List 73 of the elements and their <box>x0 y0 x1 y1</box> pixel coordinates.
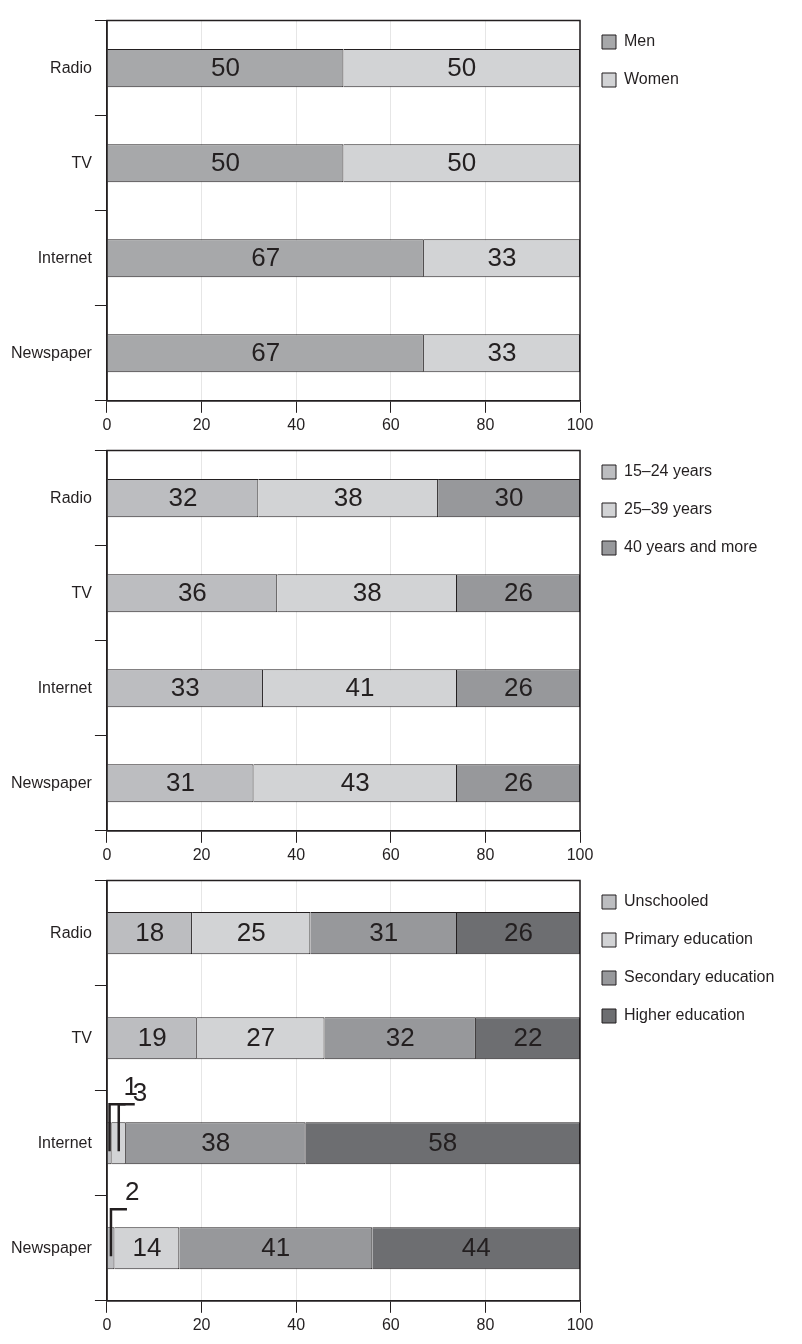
data-label: 25 <box>236 917 266 948</box>
x-tick-label: 20 <box>192 845 211 863</box>
x-tick-label: 80 <box>476 845 495 863</box>
data-label: 33 <box>487 242 517 273</box>
x-tick-label: 100 <box>566 845 594 863</box>
x-tick-label: 80 <box>476 1315 495 1333</box>
data-label: 31 <box>166 767 195 798</box>
x-tick-label: 0 <box>102 415 112 433</box>
data-label: 26 <box>504 767 533 798</box>
data-label: 38 <box>201 1127 231 1158</box>
data-label: 32 <box>385 1022 415 1053</box>
legend-label: Unschooled <box>624 892 709 910</box>
legend-label: Women <box>624 70 679 88</box>
x-tick-label: 60 <box>381 1315 400 1333</box>
legend-label: 25–39 years <box>624 500 713 518</box>
data-label: 67 <box>251 242 281 273</box>
y-tick-label: Internet <box>37 248 93 266</box>
data-label: 26 <box>504 672 533 703</box>
x-tick-label: 20 <box>192 1315 211 1333</box>
legend-label: Secondary education <box>624 968 775 986</box>
y-tick-label: Radio <box>50 923 93 941</box>
legend-label: Men <box>624 32 656 50</box>
data-label: 43 <box>340 767 370 798</box>
data-label: 26 <box>504 917 533 948</box>
y-tick-label: Radio <box>50 58 93 76</box>
x-tick-label: 40 <box>287 1315 306 1333</box>
data-label: 50 <box>447 147 477 178</box>
data-label: 14 <box>132 1232 162 1263</box>
y-tick-label: Internet <box>37 678 93 696</box>
data-label: 44 <box>461 1232 491 1263</box>
legend-label: Primary education <box>624 930 753 948</box>
data-label: 67 <box>251 337 281 368</box>
data-label: 33 <box>487 337 517 368</box>
x-tick-label: 40 <box>287 415 306 433</box>
x-tick-label: 60 <box>381 415 400 433</box>
x-tick-label: 60 <box>381 845 400 863</box>
data-label: 50 <box>210 147 240 178</box>
data-label: 27 <box>246 1022 276 1053</box>
data-label: 19 <box>137 1022 167 1053</box>
data-label: 41 <box>261 1232 291 1263</box>
y-tick-label: Newspaper <box>10 1238 93 1256</box>
legend-label: 40 years and more <box>624 538 758 556</box>
x-tick-label: 100 <box>566 415 594 433</box>
data-label: 31 <box>369 917 399 948</box>
data-label: 50 <box>210 52 240 83</box>
y-tick-label: Internet <box>37 1133 93 1151</box>
data-label: 33 <box>170 672 200 703</box>
data-label: 50 <box>447 52 477 83</box>
x-tick-label: 0 <box>102 845 112 863</box>
y-tick-label: TV <box>71 153 93 171</box>
x-tick-label: 40 <box>287 845 306 863</box>
data-label: 41 <box>345 672 375 703</box>
data-label: 38 <box>352 577 382 608</box>
y-tick-label: Radio <box>50 488 93 506</box>
data-label: 58 <box>428 1127 458 1158</box>
data-label: 38 <box>333 482 363 513</box>
data-label: 32 <box>168 482 198 513</box>
legend-label: 15–24 years <box>624 462 713 480</box>
data-label: 22 <box>513 1022 543 1053</box>
data-label: 2 <box>124 1176 140 1207</box>
data-label: 36 <box>177 577 207 608</box>
x-tick-label: 100 <box>566 1315 594 1333</box>
y-tick-label: Newspaper <box>10 773 93 791</box>
x-tick-label: 20 <box>192 415 211 433</box>
y-tick-label: Newspaper <box>10 343 93 361</box>
x-tick-label: 0 <box>102 1315 112 1333</box>
x-tick-label: 80 <box>476 415 495 433</box>
y-tick-label: TV <box>71 583 93 601</box>
legend-label: Higher education <box>624 1006 745 1024</box>
data-label: 30 <box>494 482 524 513</box>
data-label: 18 <box>135 917 165 948</box>
y-tick-label: TV <box>71 1028 93 1046</box>
data-label: 26 <box>504 577 533 608</box>
